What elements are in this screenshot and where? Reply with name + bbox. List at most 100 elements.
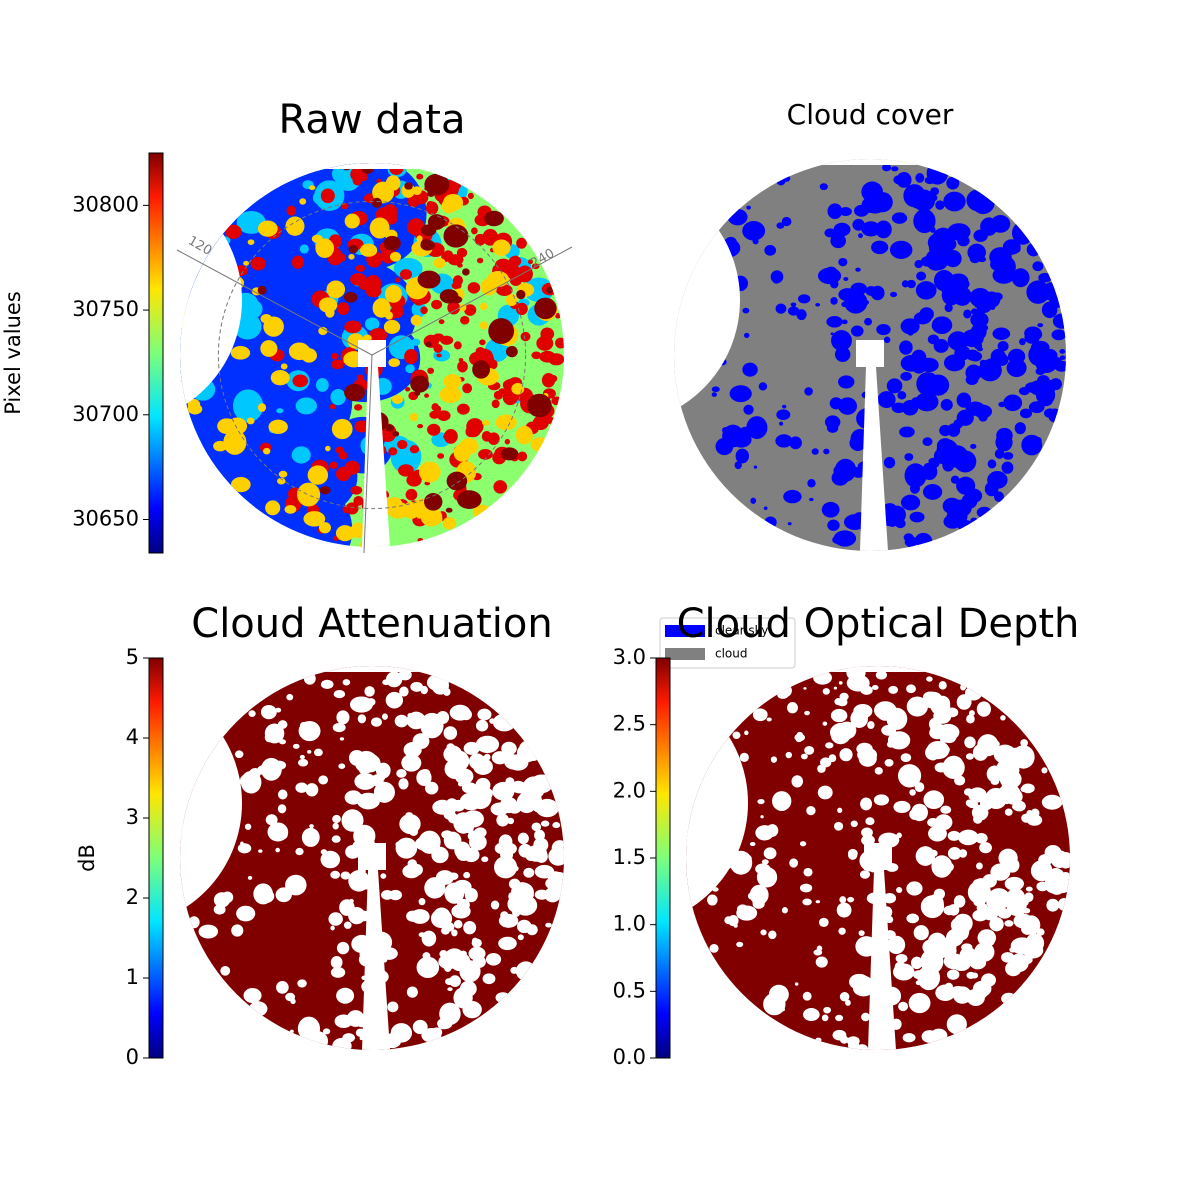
image-blob bbox=[724, 916, 733, 925]
image-blob bbox=[339, 737, 345, 741]
image-blob bbox=[264, 889, 271, 894]
image-blob bbox=[268, 419, 288, 434]
image-blob bbox=[896, 887, 903, 893]
image-blob bbox=[494, 258, 512, 272]
image-blob bbox=[244, 823, 252, 830]
image-blob bbox=[498, 388, 508, 395]
image-blob bbox=[454, 768, 474, 785]
image-blob bbox=[900, 753, 912, 763]
image-blob bbox=[987, 459, 997, 469]
image-blob bbox=[743, 404, 754, 415]
image-blob bbox=[998, 848, 1018, 868]
image-blob bbox=[838, 257, 848, 267]
image-blob bbox=[451, 281, 462, 290]
image-blob bbox=[475, 234, 482, 240]
image-blob bbox=[318, 297, 338, 313]
image-blob bbox=[930, 697, 951, 716]
image-blob bbox=[886, 378, 903, 394]
image-blob bbox=[830, 279, 839, 289]
image-blob bbox=[463, 920, 477, 935]
image-blob bbox=[295, 847, 304, 856]
image-blob bbox=[1021, 783, 1035, 794]
image-blob bbox=[707, 894, 718, 906]
image-blob bbox=[984, 481, 999, 497]
image-blob bbox=[405, 364, 415, 374]
image-blob bbox=[1038, 396, 1053, 407]
image-blob bbox=[821, 501, 840, 518]
image-blob bbox=[464, 887, 478, 903]
image-blob bbox=[354, 420, 370, 433]
image-blob bbox=[887, 935, 906, 955]
image-blob bbox=[861, 834, 875, 846]
image-blob bbox=[446, 391, 457, 400]
image-blob bbox=[776, 222, 785, 229]
image-blob bbox=[783, 175, 791, 182]
image-blob bbox=[803, 867, 813, 877]
image-blob bbox=[353, 495, 364, 506]
image-blob bbox=[1042, 348, 1058, 363]
image-blob bbox=[350, 485, 363, 495]
image-blob bbox=[303, 511, 326, 527]
image-blob bbox=[901, 341, 913, 352]
image-blob bbox=[517, 832, 529, 845]
top-cut bbox=[686, 666, 1070, 672]
image-blob bbox=[338, 451, 348, 460]
image-blob bbox=[468, 753, 486, 770]
image-blob bbox=[246, 417, 255, 425]
image-blob bbox=[453, 920, 463, 929]
image-blob bbox=[791, 775, 804, 788]
image-blob bbox=[970, 312, 989, 328]
image-blob bbox=[921, 1030, 938, 1043]
image-blob bbox=[380, 890, 394, 900]
image-blob bbox=[451, 804, 460, 811]
image-blob bbox=[187, 398, 201, 411]
image-blob bbox=[900, 494, 921, 511]
image-blob bbox=[845, 999, 851, 1006]
image-blob bbox=[256, 889, 275, 904]
image-blob bbox=[1036, 928, 1045, 936]
image-blob bbox=[915, 980, 922, 986]
image-blob bbox=[406, 986, 418, 998]
image-blob bbox=[938, 681, 947, 690]
image-blob bbox=[382, 679, 391, 686]
image-blob bbox=[816, 945, 823, 952]
image-blob bbox=[417, 270, 441, 289]
image-blob bbox=[519, 740, 539, 756]
image-blob bbox=[331, 835, 341, 843]
image-blob bbox=[966, 714, 975, 724]
image-blob bbox=[915, 392, 939, 412]
image-blob bbox=[431, 299, 443, 310]
image-blob bbox=[404, 182, 413, 190]
image-blob bbox=[940, 805, 952, 814]
image-blob bbox=[821, 1014, 829, 1022]
image-blob bbox=[789, 858, 799, 868]
image-blob bbox=[753, 465, 758, 469]
image-blob bbox=[763, 847, 777, 860]
image-blob bbox=[330, 870, 340, 879]
image-blob bbox=[308, 185, 316, 191]
image-blob bbox=[518, 843, 533, 858]
image-blob bbox=[928, 236, 950, 258]
image-blob bbox=[237, 843, 252, 854]
image-blob bbox=[409, 412, 419, 422]
image-blob bbox=[460, 315, 470, 325]
image-blob bbox=[249, 767, 262, 778]
image-blob bbox=[935, 943, 950, 958]
image-blob bbox=[443, 726, 458, 740]
image-blob bbox=[913, 925, 929, 941]
image-blob bbox=[904, 453, 914, 461]
image-blob bbox=[383, 319, 401, 334]
image-blob bbox=[736, 941, 744, 948]
image-blob bbox=[332, 822, 339, 830]
colorbar bbox=[148, 657, 164, 1059]
image-blob bbox=[930, 187, 940, 196]
image-blob bbox=[711, 386, 720, 393]
image-blob bbox=[213, 904, 226, 915]
image-blob bbox=[976, 862, 983, 870]
image-blob bbox=[742, 362, 758, 377]
image-blob bbox=[920, 207, 926, 214]
image-blob bbox=[371, 717, 382, 727]
image-blob bbox=[380, 947, 398, 960]
image-blob bbox=[500, 447, 519, 461]
image-blob bbox=[891, 166, 899, 172]
